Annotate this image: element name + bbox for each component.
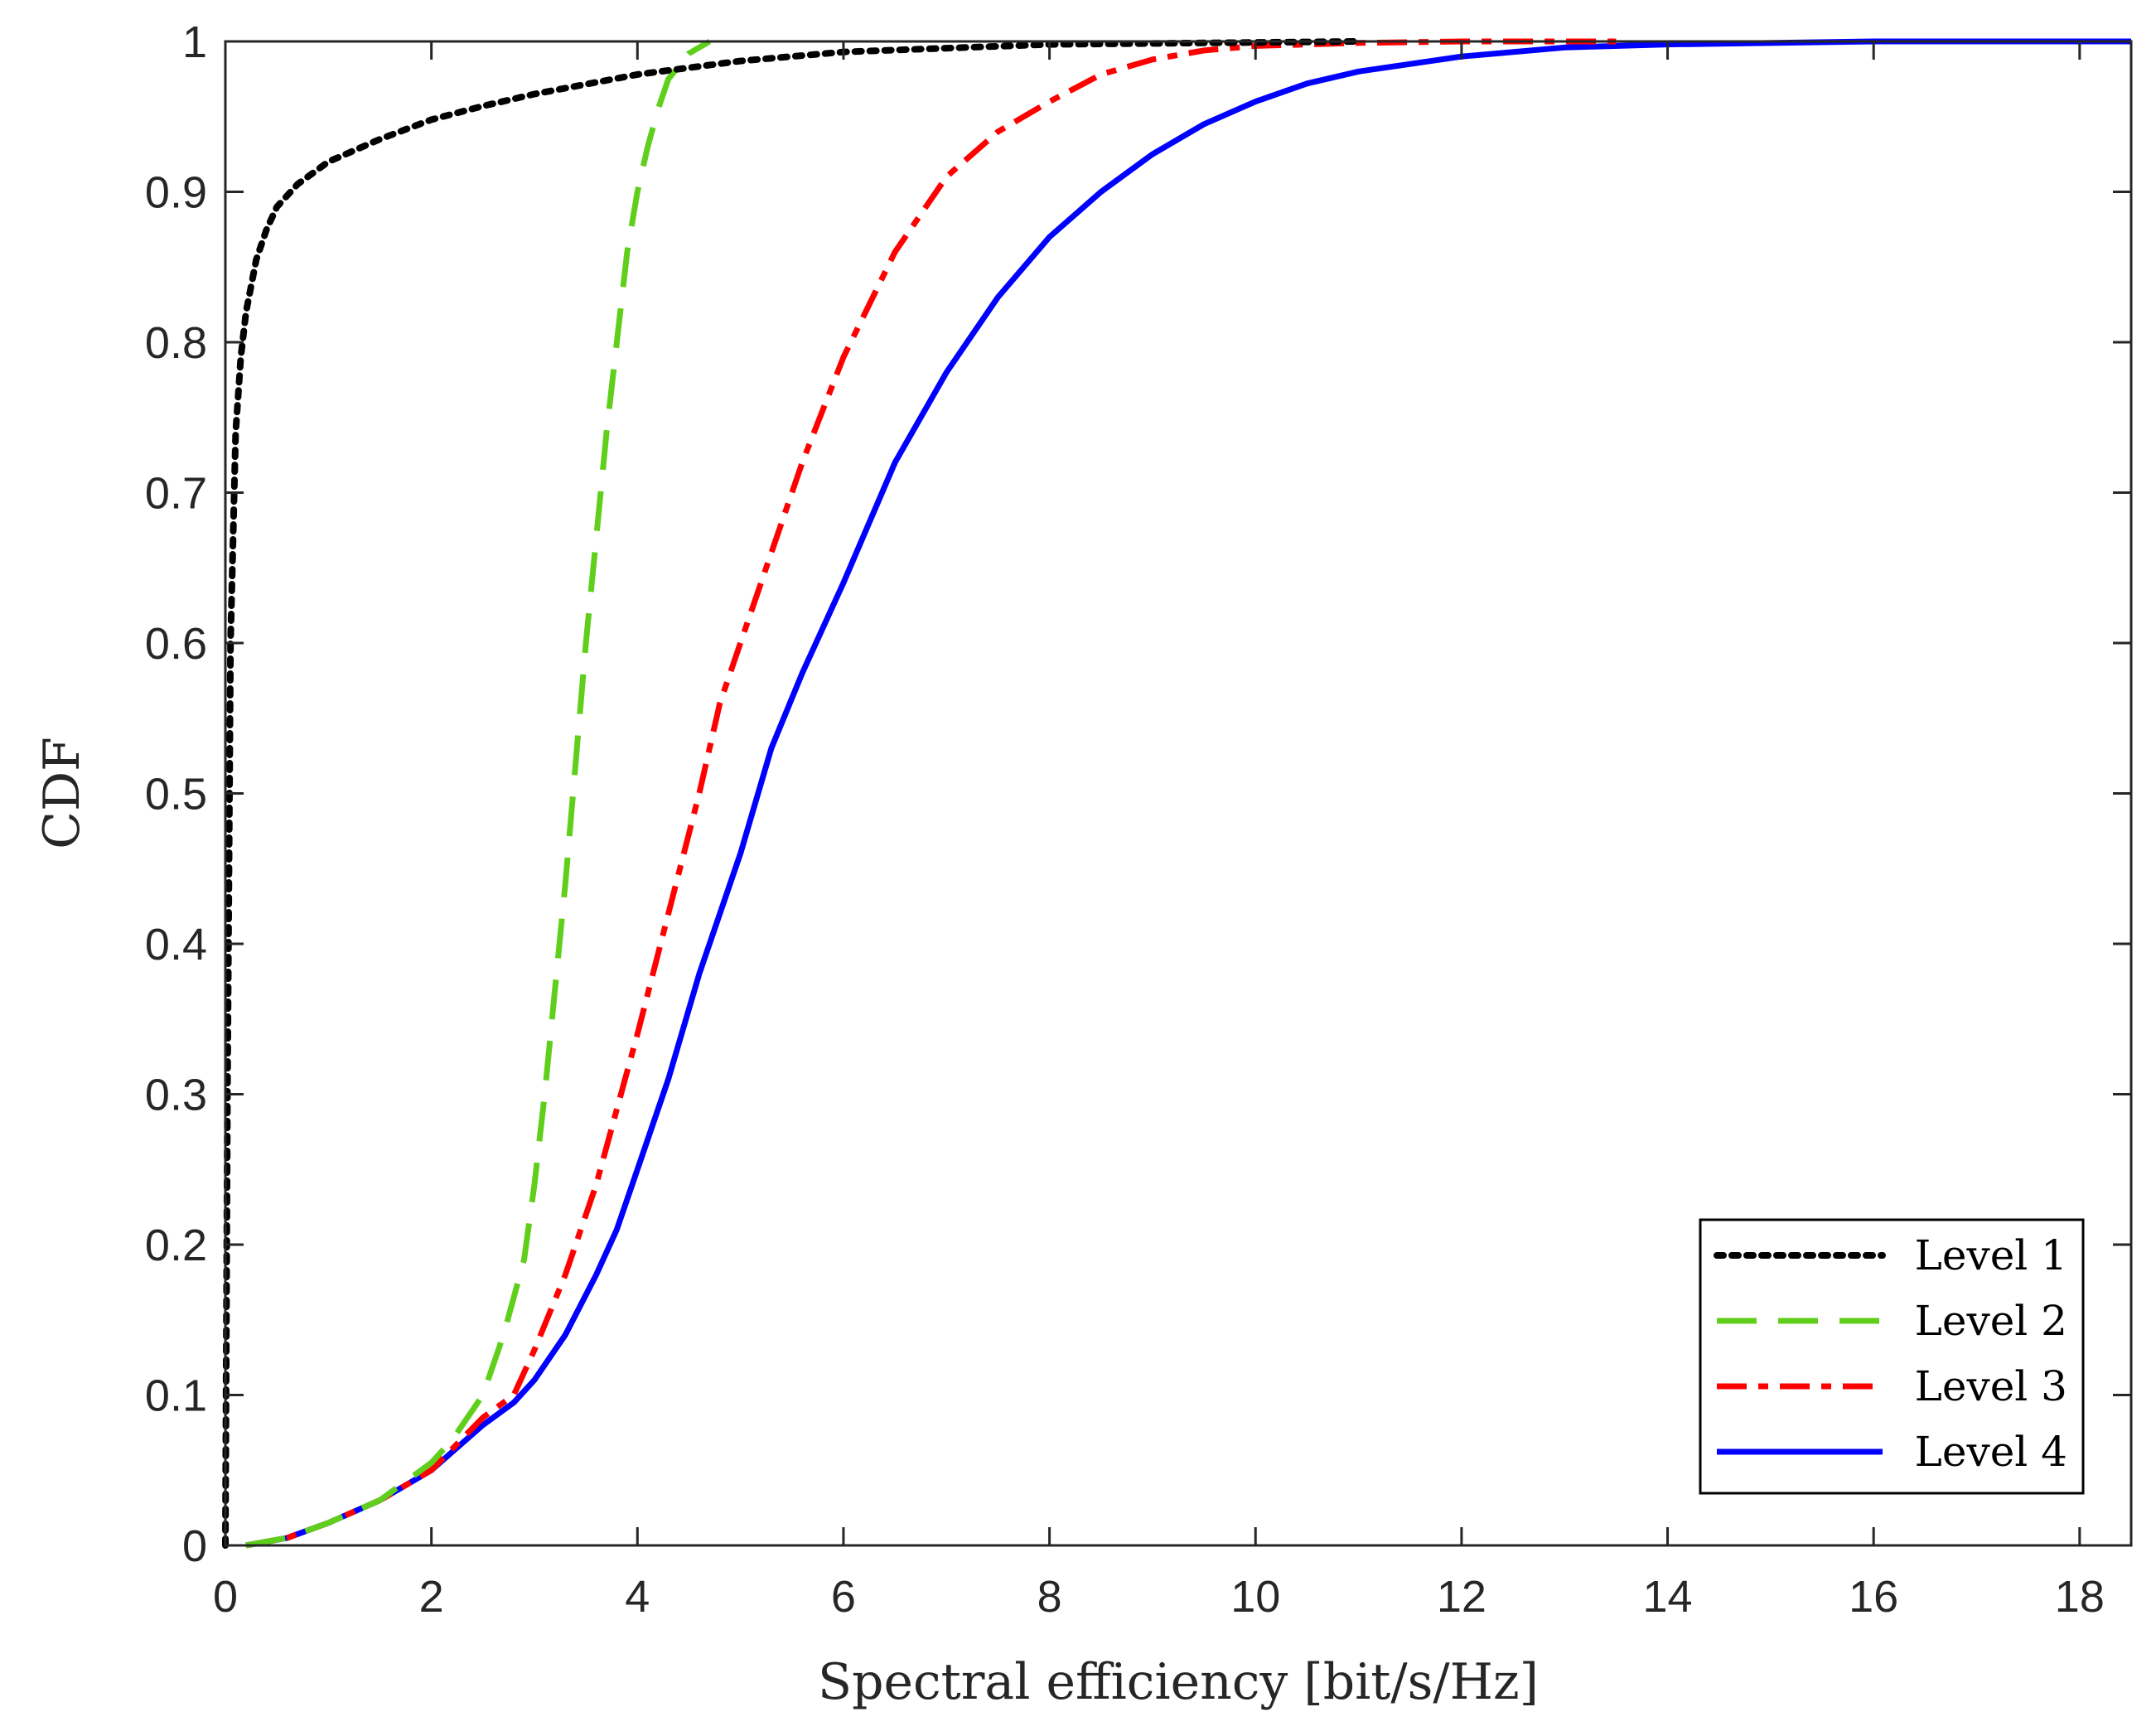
x-tick-label: 0 [213, 1572, 238, 1622]
x-tick-label: 14 [1643, 1572, 1693, 1622]
y-tick-label: 1 [182, 17, 207, 67]
series-layer [222, 38, 2131, 1549]
legend-label: Level 1 [1915, 1231, 2067, 1279]
x-tick-label: 12 [1437, 1572, 1486, 1622]
legend-box [1699, 1218, 2085, 1495]
series-line-level-1 [222, 38, 1362, 1549]
x-tick-label: 8 [1037, 1572, 1062, 1622]
y-axis-title: CDF [33, 737, 91, 849]
x-axis-title: Spectral efficiency [bit/s/Hz] [818, 1653, 1539, 1711]
legend-label: Level 2 [1915, 1297, 2067, 1345]
y-tick-label: 0.5 [145, 770, 207, 820]
x-tick-label: 6 [831, 1572, 856, 1622]
x-tick-label: 10 [1230, 1572, 1280, 1622]
y-tick-label: 0.4 [145, 920, 207, 970]
legend-label: Level 3 [1915, 1362, 2067, 1410]
x-tick-label: 16 [1849, 1572, 1898, 1622]
x-tick-label: 4 [625, 1572, 650, 1622]
ticks-layer: 0 2 4 6 8 10 12 14 16 18 0 0.1 0.2 0.3 0.4 0.5 0.6 0.7 0.8… [145, 17, 2131, 1622]
y-tick-label: 0 [182, 1521, 207, 1571]
y-tick-label: 0.2 [145, 1221, 207, 1270]
y-tick-label: 0.8 [145, 318, 207, 368]
series-line-level-3 [245, 38, 1617, 1549]
y-tick-label: 0.3 [145, 1071, 207, 1120]
y-tick-label: 0.1 [145, 1371, 207, 1421]
x-tick-label: 2 [419, 1572, 444, 1622]
series-line-level-2 [245, 38, 712, 1549]
y-tick-label: 0.9 [145, 168, 207, 218]
y-tick-label: 0.6 [145, 619, 207, 669]
x-tick-label: 18 [2055, 1572, 2105, 1622]
legend: Level 1 Level 2 Level 3 Level 4 [1699, 1218, 2085, 1495]
y-tick-label: 0.7 [145, 469, 207, 519]
legend-label: Level 4 [1915, 1428, 2067, 1476]
series-line-level-4 [245, 38, 2131, 1549]
